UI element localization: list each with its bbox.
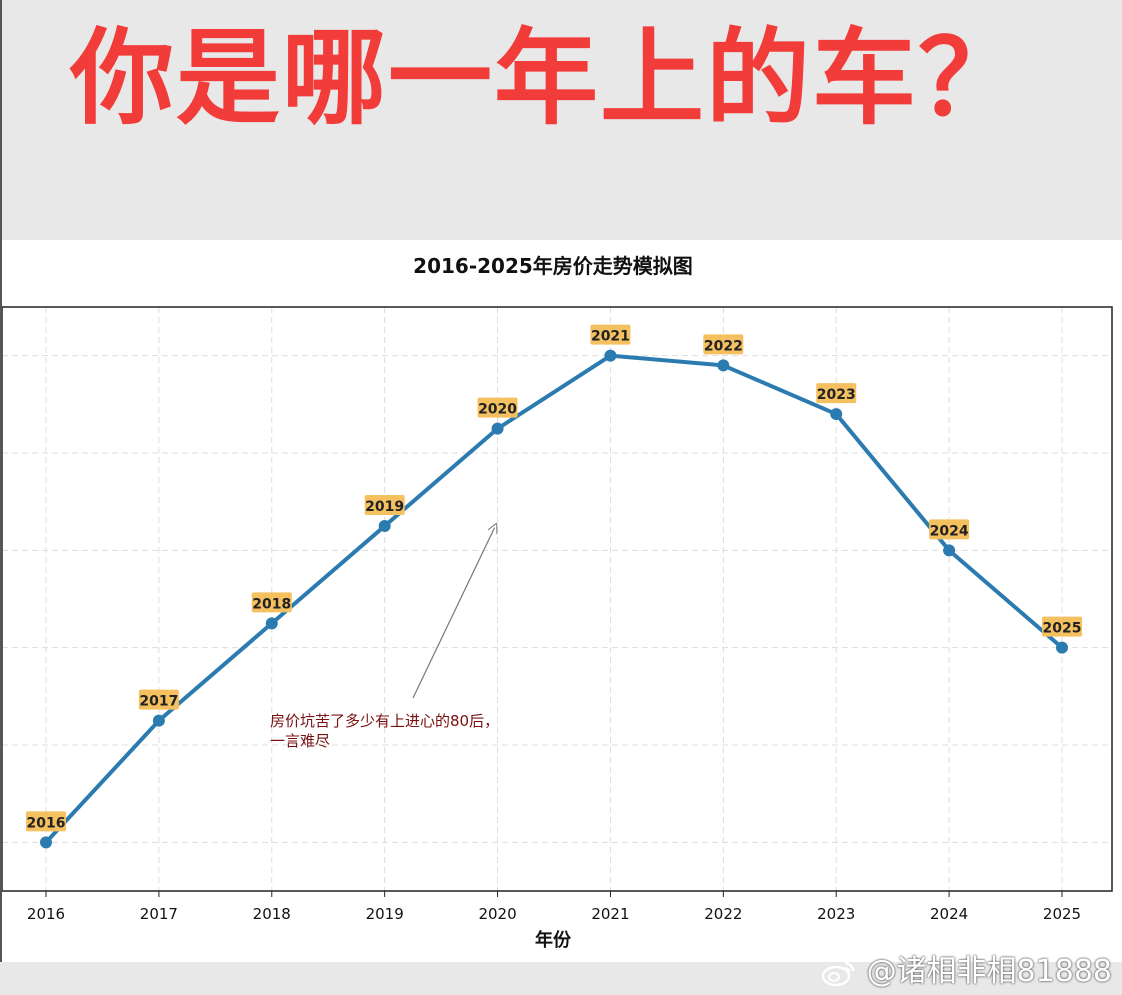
left-border [0, 0, 2, 962]
point-label: 2020 [478, 402, 517, 418]
point-label: 2018 [252, 596, 291, 612]
data-point [830, 408, 843, 421]
point-label: 2023 [817, 387, 856, 403]
point-label-bg [590, 324, 631, 345]
point-label: 2019 [365, 499, 404, 515]
annotation: 房价坑苦了多少有上进心的80后， 一言难尽 [270, 528, 499, 750]
point-label-bg [138, 689, 179, 710]
point-label: 2021 [591, 329, 630, 345]
data-point [40, 836, 52, 849]
data-point [265, 617, 278, 630]
x-axis-ticks: 2016 2017 2018 2019 2020 2021 2022 2023 2024 2025 [27, 891, 1081, 923]
point-label-bg [703, 334, 744, 355]
data-point [152, 714, 165, 727]
x-tick-label: 2016 [27, 905, 65, 923]
x-tick-label: 2019 [366, 905, 404, 923]
x-tick-label: 2021 [591, 905, 629, 923]
data-points: 2016 2017 2018 2019 2020 2021 2022 2023 2024 2025 [26, 324, 1082, 849]
annotation-text-line2: 一言难尽 [270, 732, 330, 750]
plot-frame [1, 306, 1113, 892]
point-label: 2022 [704, 338, 743, 354]
point-label: 2016 [27, 815, 66, 831]
watermark: @诸相非相81888 [821, 946, 1112, 990]
headline: 你是哪一年上的车？ [70, 17, 1025, 139]
point-label: 2025 [1043, 621, 1082, 637]
chart-title: 2016-2025年房价走势模拟图 [413, 254, 693, 278]
point-label: 2017 [139, 694, 178, 710]
data-point [717, 359, 730, 372]
point-label-bg [929, 519, 970, 540]
point-label-bg [251, 592, 292, 613]
data-point [604, 349, 617, 362]
data-point [491, 422, 504, 435]
chart-panel: 2016-2025年房价走势模拟图 房价坑苦了多少有上进心的80后， 一言难尽 … [0, 240, 1122, 962]
point-label-bg [816, 383, 857, 404]
point-label-bg [477, 397, 518, 418]
data-point [1056, 641, 1068, 654]
watermark-text: @诸相非相81888 [866, 954, 1112, 989]
annotation-text-line1: 房价坑苦了多少有上进心的80后， [270, 712, 499, 730]
x-tick-label: 2025 [1043, 905, 1081, 923]
x-tick-label: 2018 [253, 905, 291, 923]
x-tick-label: 2017 [140, 905, 178, 923]
annotation-arrow [412, 528, 495, 699]
x-tick-label: 2024 [930, 905, 968, 923]
series-line [44, 353, 1064, 844]
x-tick-label: 2022 [704, 905, 742, 923]
x-tick-label: 2023 [817, 905, 855, 923]
x-axis-label: 年份 [535, 929, 572, 951]
point-label-bg [364, 495, 405, 515]
point-label-bg [26, 811, 66, 832]
data-point [378, 520, 391, 532]
point-label: 2024 [930, 523, 969, 539]
data-point [943, 544, 956, 557]
x-tick-label: 2020 [478, 905, 516, 923]
point-label-bg [1042, 616, 1082, 637]
line-chart: 2016-2025年房价走势模拟图 房价坑苦了多少有上进心的80后， 一言难尽 … [1, 254, 1113, 951]
weibo-logo-icon [821, 959, 857, 987]
grid [2, 307, 1112, 891]
